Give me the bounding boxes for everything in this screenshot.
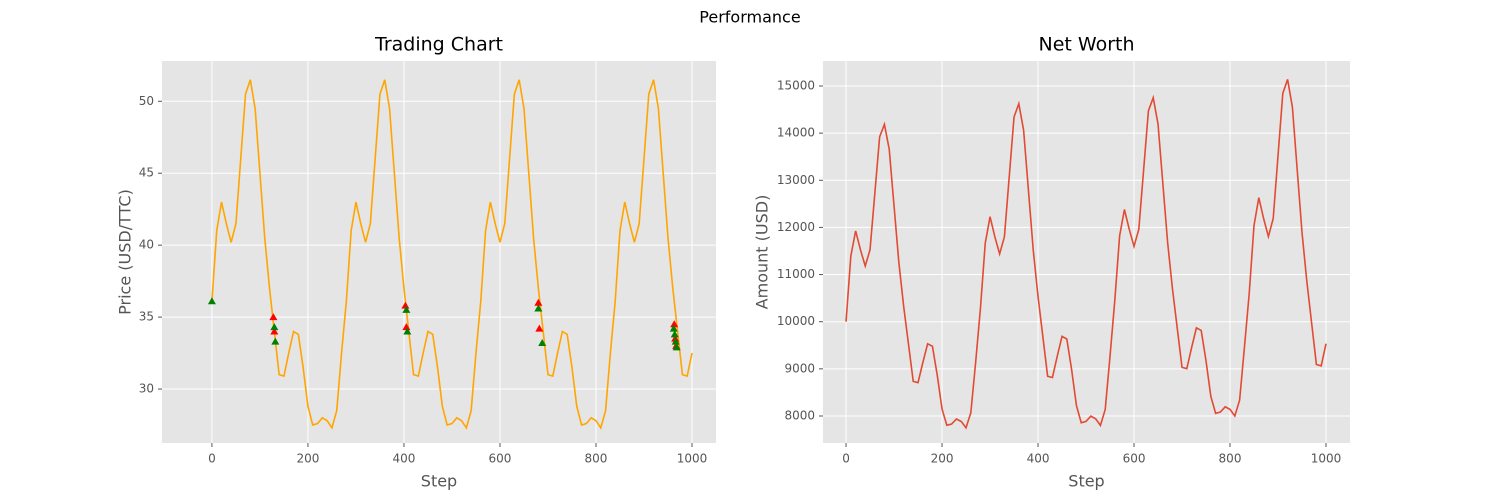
- axis-title: Trading Chart: [374, 34, 503, 56]
- x-tick-label: 400: [393, 452, 416, 466]
- trade-marker: [534, 304, 543, 312]
- trade-marker: [403, 327, 412, 335]
- axis-title: Net Worth: [1039, 34, 1135, 56]
- y-axis-label: Amount (USD): [753, 195, 772, 310]
- x-axis-label: Step: [421, 472, 457, 491]
- x-tick-label: 600: [1123, 452, 1146, 466]
- trade-marker: [402, 305, 411, 313]
- trade-marker: [671, 337, 680, 345]
- trade-marker: [671, 334, 680, 342]
- trade-marker: [269, 313, 278, 321]
- trade-marker: [534, 298, 543, 306]
- x-tick-label: 1000: [1311, 452, 1342, 466]
- figure-title: Performance: [699, 8, 800, 27]
- y-tick-label: 11000: [777, 267, 815, 281]
- y-tick-label: 8000: [784, 408, 815, 422]
- y-tick-label: 10000: [777, 314, 815, 328]
- line: [845, 79, 1327, 430]
- x-tick-label: 1000: [677, 452, 708, 466]
- x-tick-label: 0: [208, 452, 216, 466]
- y-tick-label: 45: [139, 166, 154, 180]
- x-tick-label: 200: [296, 452, 319, 466]
- y-tick-label: 30: [139, 382, 154, 396]
- trade-marker: [402, 323, 411, 331]
- x-tick-label: 0: [842, 452, 850, 466]
- trade-marker: [669, 324, 678, 332]
- plot-area: [162, 61, 716, 443]
- y-tick-label: 15000: [777, 78, 815, 92]
- trade-marker: [670, 330, 679, 338]
- y-axis-label: Price (USD/TTC): [116, 189, 135, 315]
- trade-marker: [401, 301, 410, 309]
- trade-marker: [207, 297, 216, 305]
- trade-marker: [672, 343, 681, 351]
- x-tick-label: 600: [489, 452, 512, 466]
- y-tick-label: 12000: [777, 220, 815, 234]
- trade-marker: [538, 339, 547, 347]
- line: [211, 79, 693, 430]
- trade-marker: [270, 323, 279, 331]
- y-tick-label: 40: [139, 238, 154, 252]
- x-tick-label: 400: [1027, 452, 1050, 466]
- x-tick-label: 800: [585, 452, 608, 466]
- y-tick-label: 50: [139, 94, 154, 108]
- trade-marker: [670, 320, 679, 328]
- trade-marker: [535, 324, 544, 332]
- trade-marker: [270, 327, 279, 335]
- y-tick-label: 35: [139, 310, 154, 324]
- plot-area: [823, 61, 1350, 443]
- y-tick-label: 13000: [777, 173, 815, 187]
- x-tick-label: 800: [1219, 452, 1242, 466]
- x-tick-label: 200: [931, 452, 954, 466]
- y-tick-label: 9000: [784, 361, 815, 375]
- trade-marker: [271, 337, 280, 345]
- y-tick-label: 14000: [777, 126, 815, 140]
- x-axis-label: Step: [1068, 472, 1104, 491]
